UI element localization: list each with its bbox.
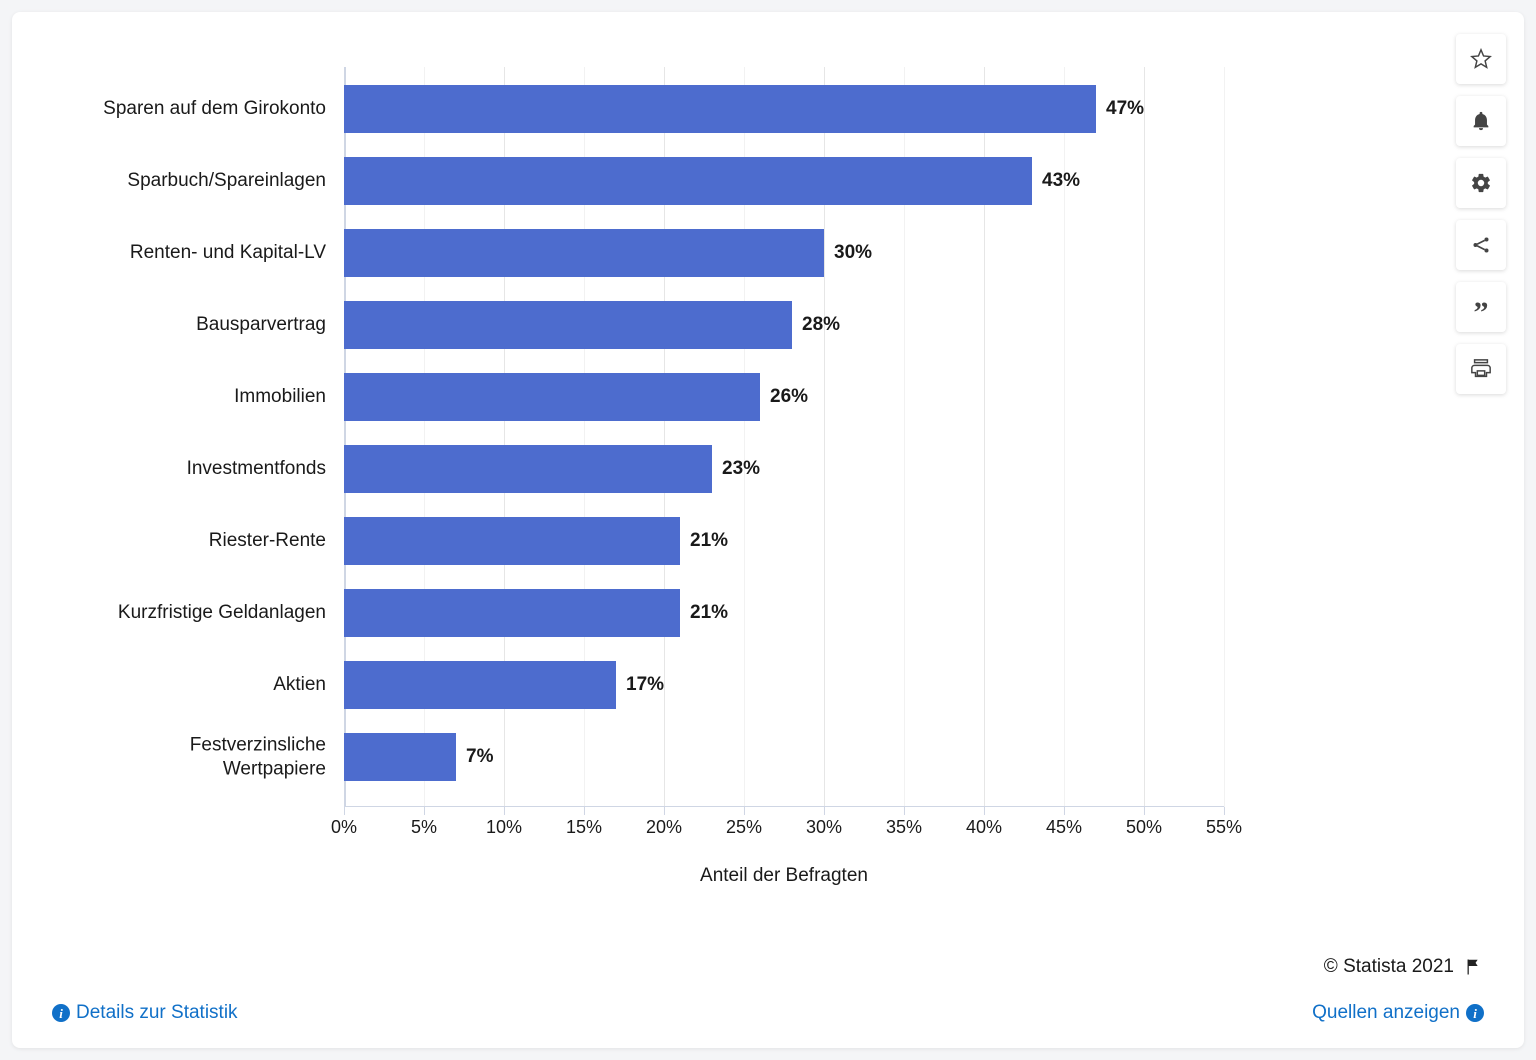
bar-value-label: 26% — [760, 386, 808, 408]
cite-icon: ” — [1474, 295, 1489, 319]
x-tick-mark — [904, 807, 905, 815]
bar[interactable]: 17% — [344, 661, 616, 709]
favorite-icon — [1470, 48, 1492, 70]
flag-icon[interactable] — [1464, 957, 1484, 977]
category-label: Investmentfonds — [84, 457, 344, 481]
bar-value-label: 17% — [616, 674, 664, 696]
x-tick-label: 5% — [411, 817, 437, 838]
bar[interactable]: 28% — [344, 301, 792, 349]
bar[interactable]: 47% — [344, 85, 1096, 133]
bar-value-label: 21% — [680, 602, 728, 624]
x-tick-mark — [1064, 807, 1065, 815]
bar-row: Immobilien26% — [344, 373, 1224, 421]
x-tick-mark — [824, 807, 825, 815]
x-tick-label: 40% — [966, 817, 1002, 838]
x-tick-mark — [424, 807, 425, 815]
info-icon: i — [52, 1004, 70, 1022]
bar[interactable]: 23% — [344, 445, 712, 493]
bar-row: Riester-Rente21% — [344, 517, 1224, 565]
share-button[interactable] — [1456, 220, 1506, 270]
x-axis-title: Anteil der Befragten — [344, 865, 1224, 887]
bar-row: Renten- und Kapital-LV30% — [344, 229, 1224, 277]
settings-button[interactable] — [1456, 158, 1506, 208]
bar-value-label: 7% — [456, 746, 493, 768]
copyright: © Statista 2021 — [1324, 956, 1484, 978]
x-tick-mark — [344, 807, 345, 815]
sources-link[interactable]: Quellen anzeigen i — [1312, 1002, 1484, 1024]
settings-icon — [1470, 172, 1492, 194]
bar-chart: Sparen auf dem Girokonto47%Sparbuch/Spar… — [82, 67, 1252, 807]
share-icon — [1470, 234, 1492, 256]
category-label: Sparbuch/Spareinlagen — [84, 169, 344, 193]
x-tick-label: 25% — [726, 817, 762, 838]
chart-toolbar: ” — [1456, 34, 1506, 394]
bar[interactable]: 21% — [344, 589, 680, 637]
sources-link-text: Quellen anzeigen — [1312, 1002, 1460, 1024]
bar-row: Sparen auf dem Girokonto47% — [344, 85, 1224, 133]
x-tick-label: 10% — [486, 817, 522, 838]
bar-row: Bausparvertrag28% — [344, 301, 1224, 349]
details-link[interactable]: i Details zur Statistik — [52, 1002, 238, 1024]
bar-row: Festverzinsliche Wertpapiere7% — [344, 733, 1224, 781]
x-tick-mark — [584, 807, 585, 815]
category-label: Sparen auf dem Girokonto — [84, 97, 344, 121]
bar[interactable]: 21% — [344, 517, 680, 565]
x-tick-label: 35% — [886, 817, 922, 838]
cite-button[interactable]: ” — [1456, 282, 1506, 332]
bar[interactable]: 30% — [344, 229, 824, 277]
gridline — [1224, 67, 1225, 807]
category-label: Riester-Rente — [84, 529, 344, 553]
bar-value-label: 21% — [680, 530, 728, 552]
bar-value-label: 28% — [792, 314, 840, 336]
bar-row: Investmentfonds23% — [344, 445, 1224, 493]
x-tick-label: 55% — [1206, 817, 1242, 838]
print-icon — [1470, 358, 1492, 380]
category-label: Kurzfristige Geldanlagen — [84, 601, 344, 625]
x-tick-mark — [664, 807, 665, 815]
x-axis — [344, 806, 1224, 808]
category-label: Renten- und Kapital-LV — [84, 241, 344, 265]
bar-row: Kurzfristige Geldanlagen21% — [344, 589, 1224, 637]
alert-icon — [1470, 110, 1492, 132]
bar-row: Aktien17% — [344, 661, 1224, 709]
bar-value-label: 30% — [824, 242, 872, 264]
copyright-text: © Statista 2021 — [1324, 956, 1454, 978]
x-tick-mark — [1224, 807, 1225, 815]
bar-row: Sparbuch/Spareinlagen43% — [344, 157, 1224, 205]
alert-button[interactable] — [1456, 96, 1506, 146]
x-tick-label: 0% — [331, 817, 357, 838]
bar[interactable]: 7% — [344, 733, 456, 781]
x-tick-mark — [744, 807, 745, 815]
x-tick-mark — [504, 807, 505, 815]
category-label: Festverzinsliche Wertpapiere — [84, 733, 344, 781]
info-icon: i — [1466, 1004, 1484, 1022]
x-tick-label: 15% — [566, 817, 602, 838]
x-tick-mark — [1144, 807, 1145, 815]
x-tick-label: 20% — [646, 817, 682, 838]
category-label: Immobilien — [84, 385, 344, 409]
chart-footer: i Details zur Statistik Quellen anzeigen… — [52, 1002, 1484, 1024]
x-tick-label: 30% — [806, 817, 842, 838]
x-tick-label: 50% — [1126, 817, 1162, 838]
bar[interactable]: 43% — [344, 157, 1032, 205]
bar-value-label: 47% — [1096, 98, 1144, 120]
chart-card: ” Sparen auf dem Girokonto47%Sparbuch/Sp… — [12, 12, 1524, 1048]
category-label: Aktien — [84, 673, 344, 697]
details-link-text: Details zur Statistik — [76, 1002, 238, 1024]
x-axis-ticks: 0%5%10%15%20%25%30%35%40%45%50%55% — [344, 817, 1224, 857]
bar-value-label: 43% — [1032, 170, 1080, 192]
favorite-button[interactable] — [1456, 34, 1506, 84]
x-tick-mark — [984, 807, 985, 815]
plot-area: Sparen auf dem Girokonto47% Sparbuch/Spar… — [344, 67, 1224, 807]
bar-value-label: 23% — [712, 458, 760, 480]
bar[interactable]: 26% — [344, 373, 760, 421]
print-button[interactable] — [1456, 344, 1506, 394]
category-label: Bausparvertrag — [84, 313, 344, 337]
x-tick-label: 45% — [1046, 817, 1082, 838]
